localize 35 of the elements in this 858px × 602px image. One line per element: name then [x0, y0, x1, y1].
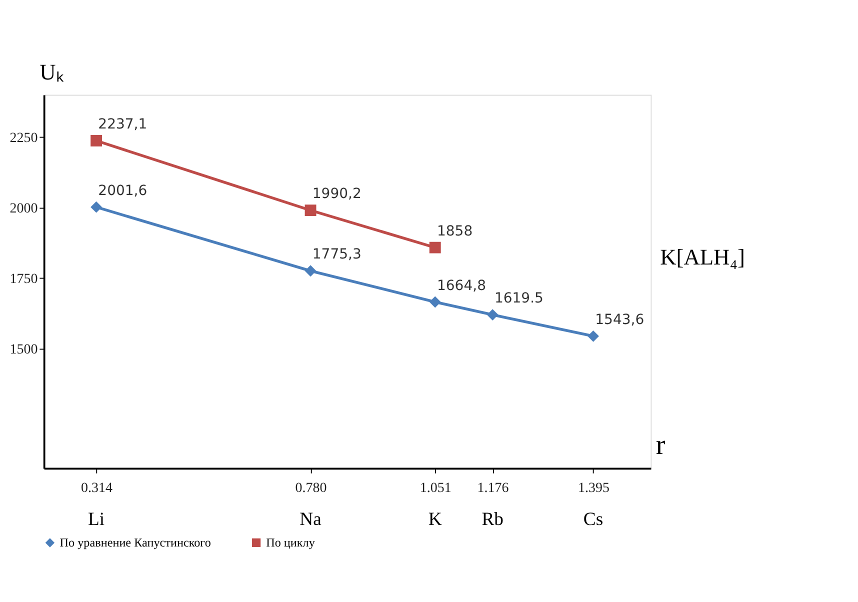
y-tick-label: 1750: [10, 272, 38, 288]
y-axis-title: Uₖ: [40, 59, 64, 84]
text: Rb: [482, 509, 504, 530]
legend-label: По уравнение Капустинского: [60, 535, 211, 550]
data-label: 1990,2: [312, 186, 362, 202]
x-tick-label: 0.314: [81, 481, 113, 496]
x-tick-label: 1.176: [477, 481, 509, 496]
point: [90, 201, 102, 213]
data-label: 2001,6: [98, 182, 148, 199]
point: [429, 296, 441, 308]
point: [304, 265, 316, 277]
x-tick-label: 1.395: [578, 481, 610, 496]
data-label: 1858: [436, 223, 473, 240]
y-tick-label: 2250: [10, 131, 38, 146]
data-label: 2237,1: [98, 116, 148, 133]
point: [90, 135, 102, 146]
text: K: [428, 509, 442, 530]
x-tick-label: 0.780: [295, 481, 327, 496]
point: [588, 330, 599, 342]
y-tick-label: 2000: [10, 202, 38, 217]
text: Li: [88, 509, 105, 530]
point: [486, 309, 498, 321]
x-axis-title: r: [656, 430, 666, 461]
x-tick-label: 1.051: [420, 481, 452, 496]
data-label: 1619.5: [494, 290, 544, 307]
text: Na: [300, 509, 322, 530]
legend-label: По циклу: [266, 535, 316, 550]
point: [304, 204, 316, 216]
text: Cs: [583, 509, 604, 530]
text: K[ALH₄]: [660, 244, 745, 270]
data-label: 1543,6: [595, 312, 644, 328]
y-tick-label: 1500: [10, 342, 38, 358]
data-label: 1775,3: [312, 246, 362, 263]
point: [429, 242, 441, 254]
data-label: 1664,8: [436, 278, 486, 294]
